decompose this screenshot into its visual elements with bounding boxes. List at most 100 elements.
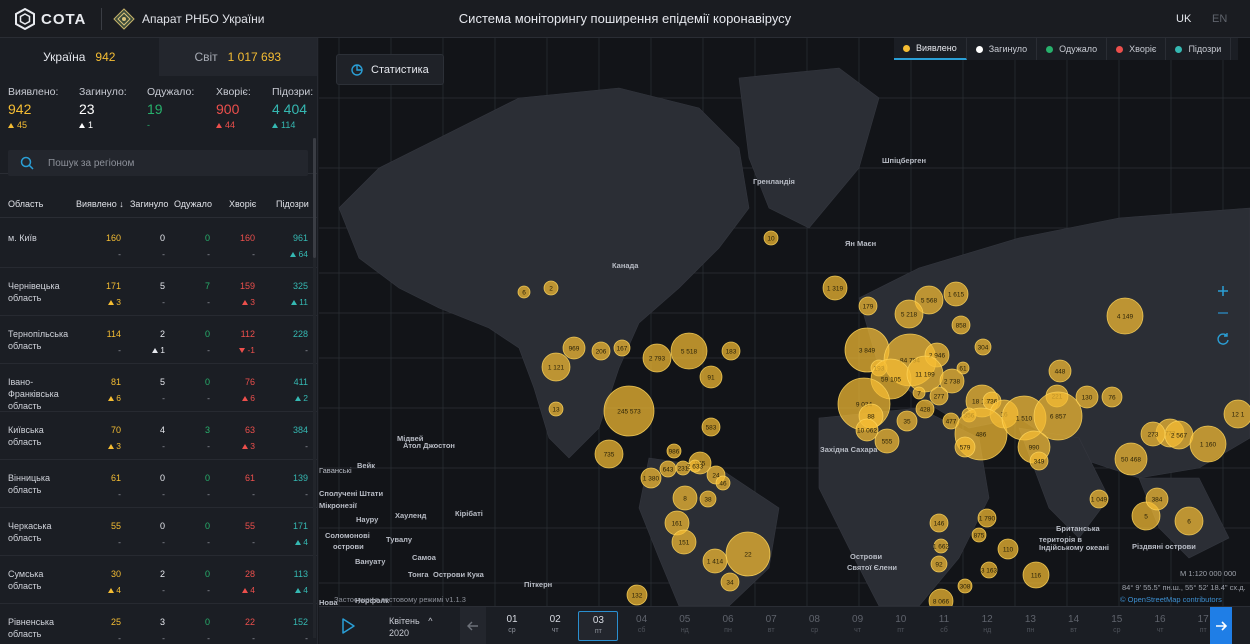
case-bubble[interactable]: 273 bbox=[1140, 421, 1166, 447]
col-region[interactable]: Область bbox=[8, 199, 44, 209]
case-bubble[interactable]: 12 1 bbox=[1223, 399, 1250, 429]
case-bubble[interactable]: 183 bbox=[721, 341, 741, 361]
case-bubble[interactable]: 1 121 bbox=[541, 352, 571, 382]
next-day-button[interactable] bbox=[1210, 607, 1232, 644]
tab-ukraine[interactable]: Україна 942 bbox=[0, 38, 159, 76]
case-bubble[interactable]: 34 bbox=[720, 572, 740, 592]
legend-item[interactable]: Хворіє bbox=[1107, 38, 1167, 60]
legend-item[interactable]: Одужало bbox=[1037, 38, 1108, 60]
col-sick[interactable]: Хворіє bbox=[229, 199, 257, 209]
case-bubble[interactable]: 428 bbox=[915, 399, 935, 419]
reset-view-button[interactable] bbox=[1212, 328, 1234, 350]
case-bubble[interactable]: 22 bbox=[725, 531, 771, 577]
case-bubble[interactable]: 206 bbox=[591, 341, 611, 361]
case-bubble[interactable]: 875 bbox=[971, 527, 987, 543]
lang-uk-button[interactable]: UK bbox=[1176, 13, 1192, 25]
day-cell[interactable]: 07 вт bbox=[751, 611, 791, 641]
case-bubble[interactable]: 161 bbox=[664, 510, 690, 536]
tab-world[interactable]: Світ 1 017 693 bbox=[158, 38, 317, 76]
case-bubble[interactable]: 46 bbox=[715, 475, 731, 491]
legend-item[interactable]: Загинуло bbox=[967, 38, 1038, 60]
zoom-out-button[interactable] bbox=[1212, 302, 1234, 324]
day-cell[interactable]: 15 ср bbox=[1097, 611, 1137, 641]
case-bubble[interactable]: 1 790 bbox=[977, 508, 997, 528]
case-bubble[interactable]: 10 bbox=[763, 230, 779, 246]
case-bubble[interactable]: 2 bbox=[543, 280, 559, 296]
case-bubble[interactable]: 146 bbox=[929, 513, 949, 533]
case-bubble[interactable]: 1 049 bbox=[1089, 489, 1109, 509]
case-bubble[interactable]: 1 160 bbox=[1189, 425, 1227, 463]
case-bubble[interactable]: 1 662 bbox=[933, 538, 950, 554]
case-bubble[interactable]: 6 bbox=[517, 285, 531, 299]
case-bubble[interactable]: 7 bbox=[912, 386, 926, 400]
case-bubble[interactable]: 6 bbox=[1174, 506, 1204, 536]
case-bubble[interactable]: 8 066 bbox=[928, 588, 954, 606]
case-bubble[interactable]: 35 bbox=[896, 410, 918, 432]
scrollbar-thumb[interactable] bbox=[313, 138, 316, 258]
day-cell[interactable]: 05 нд bbox=[665, 611, 705, 641]
case-bubble[interactable]: 5 218 bbox=[894, 299, 924, 329]
day-cell[interactable]: 08 ср bbox=[794, 611, 834, 641]
case-bubble[interactable]: 1 380 bbox=[640, 467, 662, 489]
case-bubble[interactable]: 1 615 bbox=[943, 281, 969, 307]
scrollbar-track[interactable] bbox=[313, 138, 316, 638]
table-row[interactable]: м. Київ 160 -0 -0 -160 -961 64 bbox=[0, 220, 317, 268]
case-bubble[interactable]: 130 bbox=[1075, 385, 1099, 409]
day-cell[interactable]: 04 сб bbox=[622, 611, 662, 641]
case-bubble[interactable]: 91 bbox=[699, 365, 723, 389]
col-confirmed[interactable]: Виявлено ↓ bbox=[76, 199, 124, 209]
case-bubble[interactable]: 643 bbox=[659, 460, 677, 478]
zoom-in-button[interactable] bbox=[1212, 280, 1234, 302]
case-bubble[interactable]: 735 bbox=[594, 439, 624, 469]
day-cell[interactable]: 10 пт bbox=[881, 611, 921, 641]
case-bubble[interactable]: 4 149 bbox=[1106, 297, 1144, 335]
case-bubble[interactable]: 2 633 bbox=[687, 459, 704, 473]
case-bubble[interactable]: 151 bbox=[671, 529, 697, 555]
case-bubble[interactable]: 583 bbox=[701, 417, 721, 437]
day-cell[interactable]: 17 пт bbox=[1183, 611, 1223, 641]
case-bubble[interactable]: 5 518 bbox=[670, 332, 708, 370]
table-row[interactable]: Вінницька область 61 -0 -0 -61 -139 - bbox=[0, 460, 317, 508]
world-map[interactable]: 10 1 319 6 2 5 568 1 615 179 5 218 858 4 149 969 20… bbox=[319, 38, 1250, 606]
day-cell[interactable]: 02 чт bbox=[535, 611, 575, 641]
case-bubble[interactable]: 6 857 bbox=[1033, 391, 1083, 441]
case-bubble[interactable]: 448 bbox=[1048, 359, 1072, 383]
col-suspected[interactable]: Підозри bbox=[276, 199, 309, 209]
case-bubble[interactable]: 349 bbox=[1029, 451, 1049, 471]
case-bubble[interactable]: 858 bbox=[951, 315, 971, 335]
case-bubble[interactable]: 5 568 bbox=[914, 285, 944, 315]
case-bubble[interactable]: 2 567 bbox=[1164, 420, 1194, 450]
case-bubble[interactable]: 384 bbox=[1145, 487, 1169, 511]
day-cell[interactable]: 09 чт bbox=[838, 611, 878, 641]
case-bubble[interactable]: 555 bbox=[874, 428, 900, 454]
search-icon[interactable] bbox=[20, 156, 34, 170]
case-bubble[interactable]: 13 bbox=[548, 401, 564, 417]
case-bubble[interactable]: 986 bbox=[666, 443, 682, 459]
case-bubble[interactable]: 2 738 bbox=[939, 368, 965, 394]
case-bubble[interactable]: 277 bbox=[929, 386, 949, 406]
case-bubble[interactable]: 10 062 bbox=[855, 418, 879, 442]
case-bubble[interactable]: 76 bbox=[1101, 386, 1123, 408]
case-bubble[interactable]: 1 319 bbox=[822, 275, 848, 301]
table-row[interactable]: Черкаська область 55 -0 -0 -55 -171 4 bbox=[0, 508, 317, 556]
case-bubble[interactable]: 11 199 bbox=[906, 355, 944, 393]
case-bubble[interactable]: 179 bbox=[858, 296, 878, 316]
col-recovered[interactable]: Одужало bbox=[174, 199, 213, 209]
case-bubble[interactable]: 132 bbox=[626, 584, 648, 606]
day-cell[interactable]: 03 пт bbox=[578, 611, 619, 641]
case-bubble[interactable]: 167 bbox=[613, 339, 631, 357]
statistics-button[interactable]: Статистика bbox=[336, 54, 444, 85]
case-bubble[interactable]: 579 bbox=[954, 436, 976, 458]
search-input[interactable] bbox=[48, 150, 298, 176]
day-cell[interactable]: 16 чт bbox=[1140, 611, 1180, 641]
case-bubble[interactable]: 245 573 bbox=[603, 385, 655, 437]
case-bubble[interactable]: 50 468 bbox=[1114, 442, 1148, 476]
prev-day-button[interactable] bbox=[460, 607, 486, 644]
case-bubble[interactable]: 969 bbox=[562, 336, 586, 360]
day-cell[interactable]: 12 нд bbox=[967, 611, 1007, 641]
case-bubble[interactable]: 1 414 bbox=[702, 548, 728, 574]
